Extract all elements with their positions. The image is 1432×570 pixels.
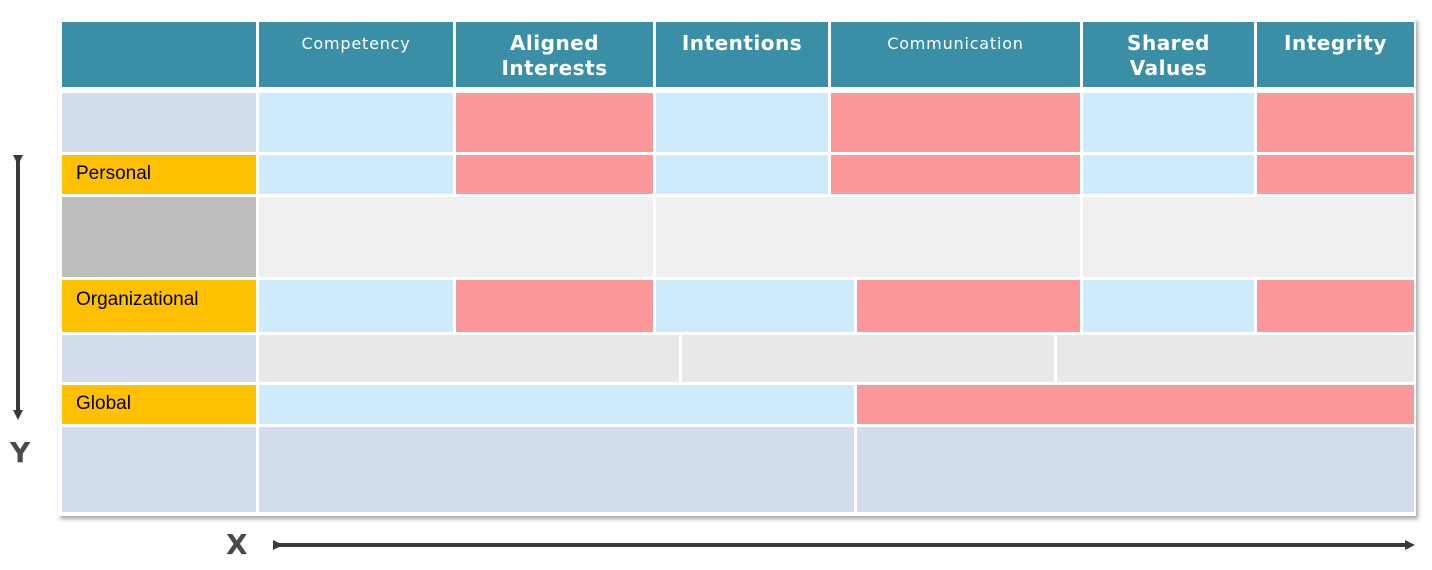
personal-intentions-cell (656, 155, 828, 194)
bottom-label-cell (62, 427, 256, 512)
x-axis-label: X (226, 528, 248, 561)
org-aligned-cell (456, 280, 653, 332)
row1-aligned-cell (456, 93, 653, 152)
header-aligned-interests: Aligned Interests (456, 22, 653, 87)
band1-span-a (259, 197, 653, 277)
personal-aligned-cell (456, 155, 653, 194)
org-shared-values-cell (1083, 280, 1254, 332)
org-competency-cell (259, 280, 453, 332)
band2-span-a (259, 335, 679, 382)
row-label-global: Global (62, 385, 256, 424)
row-label-organizational-text: Organizational (76, 289, 199, 310)
band2-span-c (1057, 335, 1414, 382)
band2-label-cell (62, 335, 256, 382)
org-integrity-cell (1257, 280, 1414, 332)
row-label-personal: Personal (62, 155, 256, 194)
org-intentions-cell (656, 280, 854, 332)
y-axis-label: Y (10, 436, 31, 469)
row1-communication-cell (831, 93, 1080, 152)
row1-competency-cell (259, 93, 453, 152)
band1-label-cell (62, 197, 256, 277)
row1-integrity-cell (1257, 93, 1414, 152)
personal-integrity-cell (1257, 155, 1414, 194)
trust-matrix-table: Competency Aligned Interests Intentions … (58, 18, 1416, 516)
band2-span-b (682, 335, 1054, 382)
header-shared-values: Shared Values (1083, 22, 1254, 87)
band1-span-c (1083, 197, 1414, 277)
header-competency: Competency (259, 22, 453, 87)
global-trust-cell (259, 385, 854, 424)
org-communication-cell (857, 280, 1080, 332)
row-label-personal-text: Personal (76, 163, 151, 184)
header-intentions: Intentions (656, 22, 828, 87)
row-label-global-text: Global (76, 393, 131, 414)
header-corner (62, 22, 256, 87)
personal-communication-cell (831, 155, 1080, 194)
personal-shared-values-cell (1083, 155, 1254, 194)
header-integrity: Integrity (1257, 22, 1414, 87)
row-label-organizational: Organizational (62, 280, 256, 332)
row1-intentions-cell (656, 93, 828, 152)
bottom-span-a (259, 427, 854, 512)
header-communication: Communication (831, 22, 1080, 87)
row1-shared-values-cell (1083, 93, 1254, 152)
band1-span-b (656, 197, 1080, 277)
personal-competency-cell (259, 155, 453, 194)
global-distrust-cell (857, 385, 1414, 424)
bottom-span-b (857, 427, 1414, 512)
row1-label-cell (62, 93, 256, 152)
